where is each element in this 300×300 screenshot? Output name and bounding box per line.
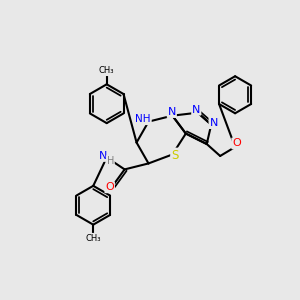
Text: O: O [232, 138, 241, 148]
Text: N: N [209, 118, 218, 128]
Text: H: H [106, 156, 114, 166]
Text: CH₃: CH₃ [85, 234, 101, 243]
Text: NH: NH [135, 114, 151, 124]
Text: N: N [99, 151, 107, 161]
Text: S: S [171, 148, 178, 162]
Text: N: N [192, 105, 200, 115]
Text: CH₃: CH₃ [99, 66, 115, 75]
Text: N: N [168, 107, 176, 117]
Text: O: O [105, 182, 114, 192]
